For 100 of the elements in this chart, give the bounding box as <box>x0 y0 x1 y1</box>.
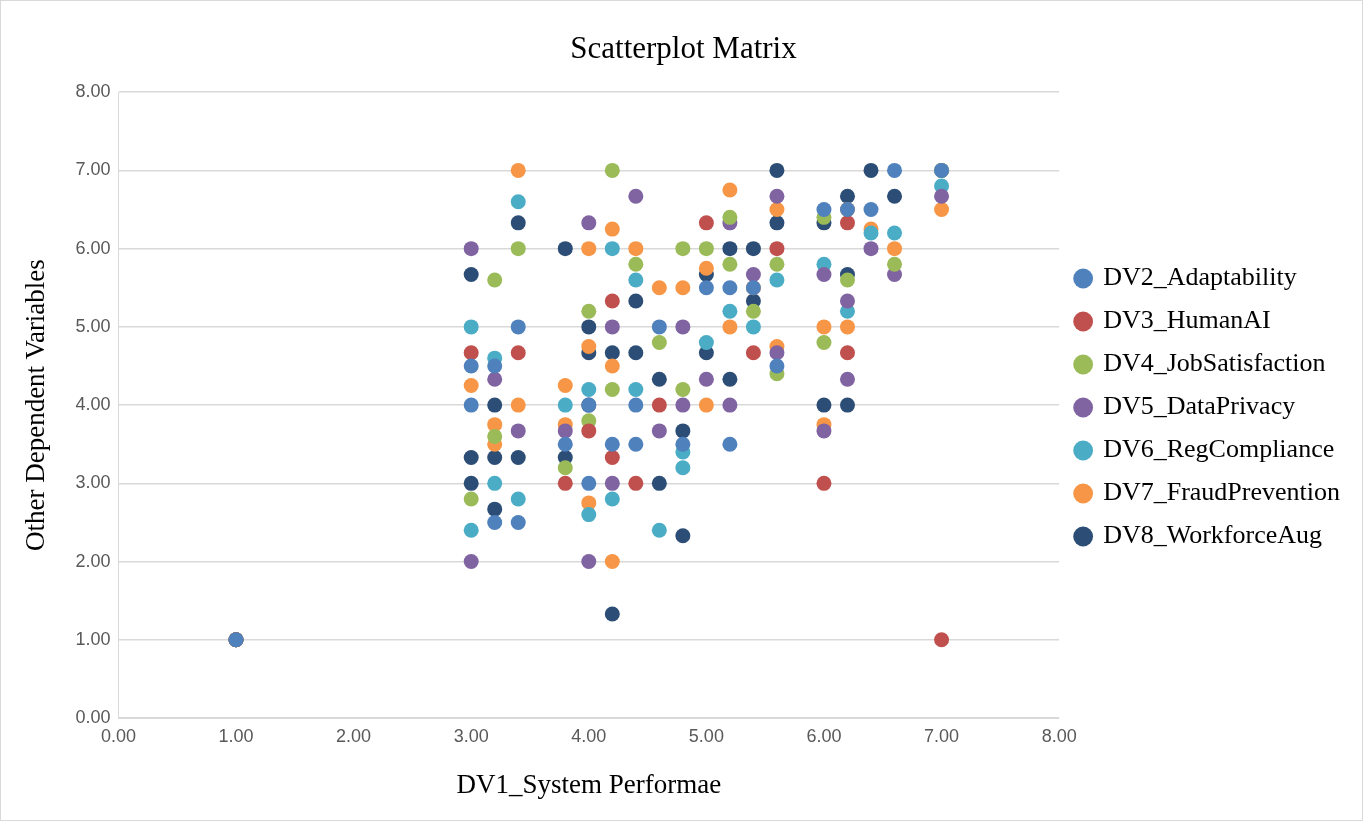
point <box>510 241 526 257</box>
point <box>769 358 785 374</box>
point <box>839 345 855 361</box>
y-tick-label: 1.00 <box>75 628 111 649</box>
point <box>604 221 620 237</box>
point <box>769 241 785 257</box>
point <box>839 293 855 309</box>
point <box>722 397 738 413</box>
point <box>581 241 597 257</box>
point <box>557 475 573 491</box>
point <box>839 215 855 231</box>
point <box>675 319 691 335</box>
point <box>628 293 644 309</box>
point <box>698 260 714 276</box>
point <box>887 241 903 257</box>
legend-label: DV6_RegCompliance <box>1103 434 1335 464</box>
point <box>557 397 573 413</box>
point <box>816 266 832 282</box>
point <box>816 335 832 351</box>
point <box>487 450 503 466</box>
point <box>487 428 503 444</box>
point <box>628 345 644 361</box>
y-tick-label: 2.00 <box>75 550 111 571</box>
point <box>510 162 526 178</box>
point <box>463 397 479 413</box>
point <box>863 162 879 178</box>
point <box>839 319 855 335</box>
point <box>581 475 597 491</box>
point <box>581 507 597 523</box>
point <box>769 345 785 361</box>
y-tick-label: 0.00 <box>75 706 111 727</box>
point <box>604 241 620 257</box>
point <box>487 272 503 288</box>
point <box>769 162 785 178</box>
point <box>510 194 526 210</box>
point <box>510 491 526 507</box>
point <box>604 319 620 335</box>
point <box>604 436 620 452</box>
point <box>463 491 479 507</box>
point <box>628 272 644 288</box>
point <box>863 225 879 241</box>
point <box>675 423 691 439</box>
point <box>463 554 479 570</box>
point <box>769 215 785 231</box>
point <box>487 514 503 530</box>
point <box>651 280 667 296</box>
point <box>487 397 503 413</box>
point <box>722 241 738 257</box>
legend-label: DV3_HumanAI <box>1103 305 1271 335</box>
point <box>839 371 855 387</box>
point <box>722 319 738 335</box>
point <box>510 514 526 530</box>
point <box>557 423 573 439</box>
y-tick-label: 5.00 <box>75 315 111 336</box>
point <box>651 335 667 351</box>
x-tick-label: 0.00 <box>100 725 136 746</box>
y-tick-label: 7.00 <box>75 159 111 180</box>
point <box>887 225 903 241</box>
point <box>698 215 714 231</box>
point <box>604 345 620 361</box>
point <box>651 319 667 335</box>
point <box>510 319 526 335</box>
point <box>769 256 785 272</box>
point <box>675 381 691 397</box>
point <box>745 303 761 319</box>
x-tick-label: 1.00 <box>218 725 254 746</box>
point <box>463 450 479 466</box>
x-tick-label: 8.00 <box>1041 725 1077 746</box>
point <box>839 397 855 413</box>
point <box>487 501 503 517</box>
point <box>887 188 903 204</box>
point <box>487 358 503 374</box>
point <box>463 319 479 335</box>
point <box>510 397 526 413</box>
y-tick-label: 3.00 <box>75 472 111 493</box>
point <box>628 381 644 397</box>
y-tick-label: 4.00 <box>75 394 111 415</box>
point <box>839 272 855 288</box>
point <box>722 182 738 198</box>
point <box>487 475 503 491</box>
point <box>745 266 761 282</box>
point <box>604 450 620 466</box>
point <box>722 280 738 296</box>
point <box>934 632 950 648</box>
point <box>463 266 479 282</box>
point <box>816 397 832 413</box>
point <box>651 397 667 413</box>
point <box>863 241 879 257</box>
point <box>604 475 620 491</box>
point <box>816 475 832 491</box>
point <box>604 606 620 622</box>
point <box>887 162 903 178</box>
point <box>581 319 597 335</box>
point <box>604 162 620 178</box>
point <box>463 378 479 394</box>
point <box>745 319 761 335</box>
point <box>651 475 667 491</box>
point <box>628 188 644 204</box>
legend-label: DV7_FraudPrevention <box>1103 477 1340 507</box>
point <box>604 491 620 507</box>
